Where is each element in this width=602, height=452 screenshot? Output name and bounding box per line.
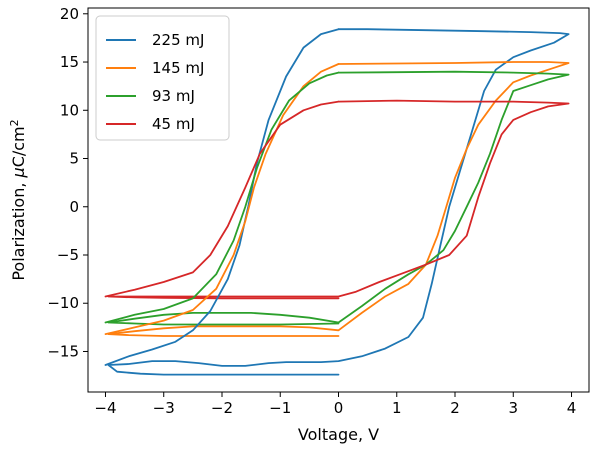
y-axis-label-mu: μ xyxy=(9,167,28,178)
series-layer xyxy=(104,28,570,376)
legend-entry-label: 145 mJ xyxy=(152,59,204,77)
x-tick-label: 0 xyxy=(334,399,344,417)
y-tick-label: −5 xyxy=(57,246,79,264)
y-axis-label-exponent: 2 xyxy=(8,119,21,126)
y-tick-label: 10 xyxy=(60,101,79,119)
legend-entry-label: 45 mJ xyxy=(152,115,195,133)
x-tick-label: −3 xyxy=(153,399,175,417)
y-axis-label-unit: C/cm xyxy=(9,126,28,167)
series-line-3 xyxy=(107,99,570,300)
x-tick-label: −2 xyxy=(211,399,233,417)
x-tick-label: 3 xyxy=(508,399,518,417)
legend-entry-label: 225 mJ xyxy=(152,31,204,49)
x-tick-label: 4 xyxy=(567,399,577,417)
y-tick-label: 0 xyxy=(69,198,79,216)
series-line-4 xyxy=(104,28,340,366)
x-axis-label: Voltage, V xyxy=(298,425,379,444)
series-line-7 xyxy=(104,100,340,298)
y-axis-label-prefix: Polarization, xyxy=(9,177,28,280)
series-line-1 xyxy=(107,61,570,337)
series-line-6 xyxy=(104,71,340,324)
y-tick-label: 15 xyxy=(60,53,79,71)
series-line-0 xyxy=(107,28,570,376)
series-line-2 xyxy=(107,70,570,326)
x-tick-label: −4 xyxy=(94,399,116,417)
legend-entry-label: 93 mJ xyxy=(152,87,195,105)
x-tick-label: −1 xyxy=(269,399,291,417)
y-tick-label: 5 xyxy=(69,150,79,168)
x-tick-label: 2 xyxy=(450,399,460,417)
y-axis-label: Polarization, μC/cm2 xyxy=(8,119,28,280)
legend: 225 mJ 145 mJ 93 mJ 45 mJ xyxy=(95,15,230,141)
legend-box xyxy=(95,15,230,141)
y-tick-label: 20 xyxy=(60,5,79,23)
y-tick-label: −10 xyxy=(47,294,79,312)
y-tick-label: −15 xyxy=(47,342,79,360)
series-line-5 xyxy=(104,63,340,336)
x-tick-label: 1 xyxy=(392,399,402,417)
